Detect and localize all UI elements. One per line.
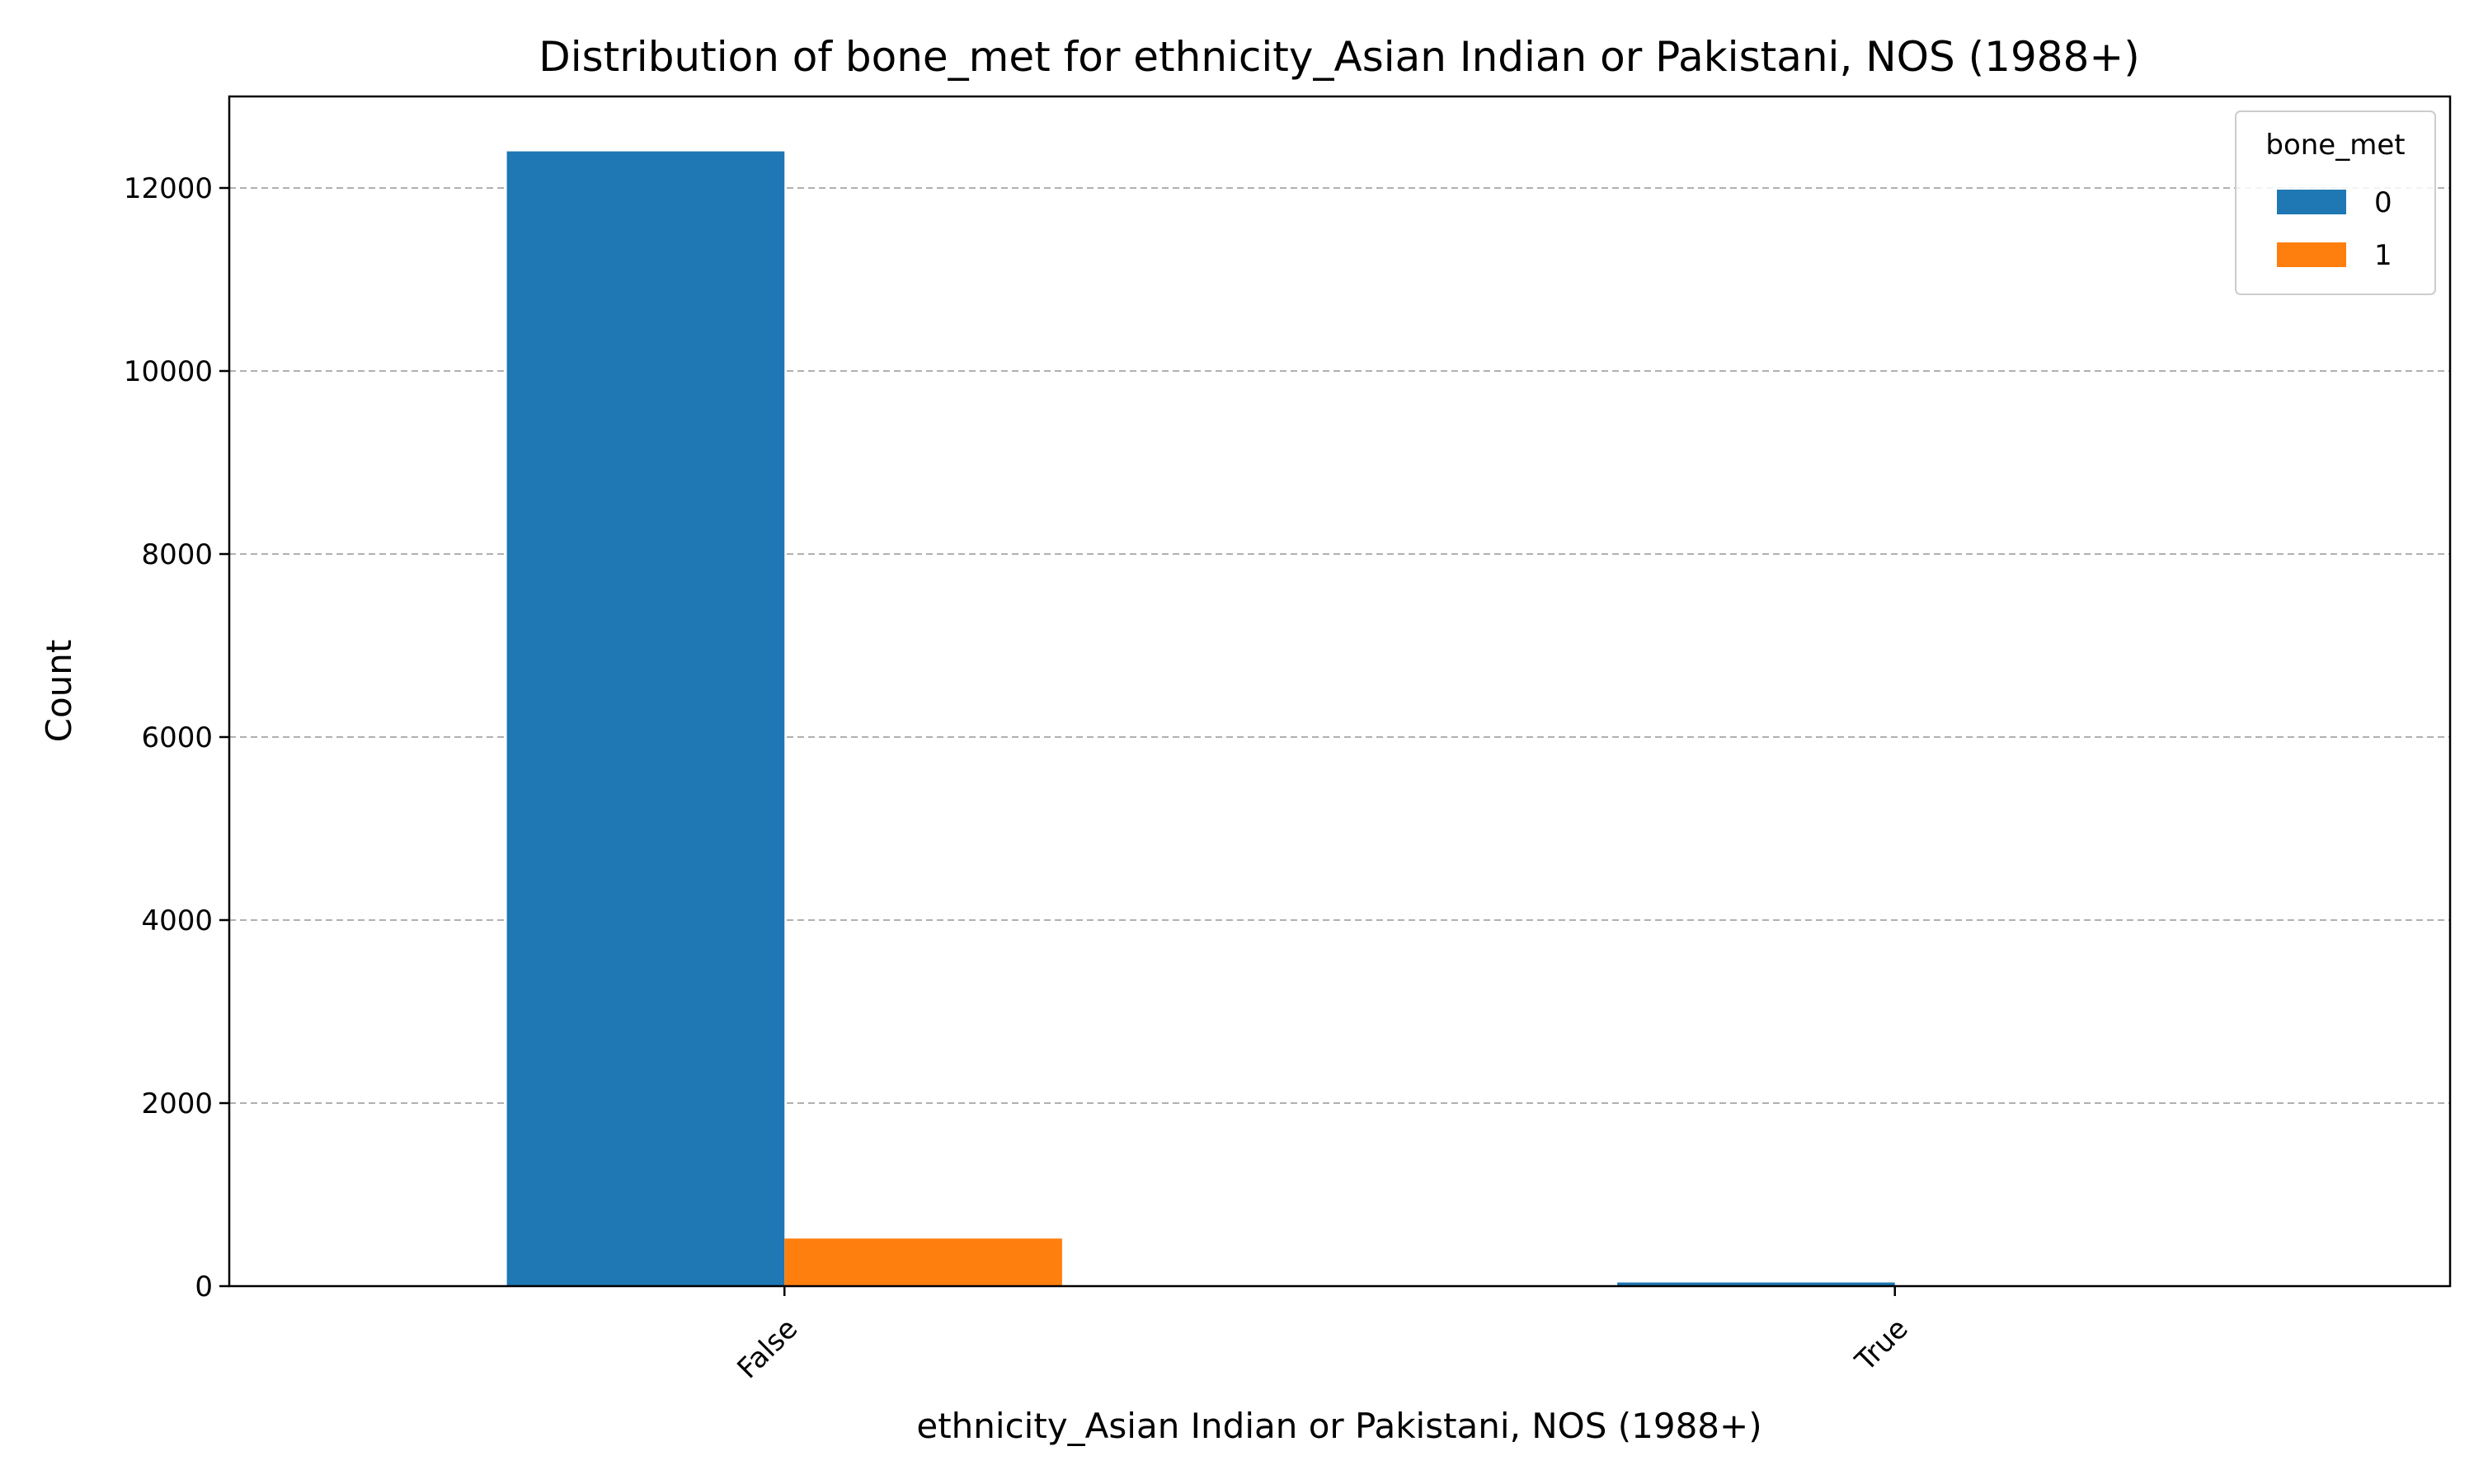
- plot-frame: [228, 95, 2452, 1288]
- bar-false-series-0: [506, 151, 785, 1287]
- bars: [506, 151, 2173, 1287]
- y-tick-label: 2000: [141, 1087, 213, 1120]
- legend-label-1: 1: [2374, 239, 2392, 272]
- chart-title: Distribution of bone_met for ethnicity_A…: [539, 33, 2140, 81]
- legend: bone_met 0 1: [2235, 110, 2436, 295]
- x-axis: False True: [731, 1286, 1915, 1385]
- x-tick-label: False: [731, 1313, 805, 1386]
- legend-title: bone_met: [2265, 129, 2405, 162]
- x-axis-title: ethnicity_Asian Indian or Pakistani, NOS…: [916, 1406, 1761, 1446]
- y-axis: 0 2000 4000 6000 8000 10000 12000: [124, 172, 229, 1303]
- bar-true-series-0: [1617, 1282, 1895, 1286]
- y-tick-label: 10000: [124, 355, 213, 388]
- y-tick-label: 6000: [141, 721, 213, 754]
- y-tick-label: 12000: [124, 172, 213, 205]
- legend-swatch-0: [2277, 190, 2346, 214]
- y-tick-label: 0: [195, 1270, 213, 1303]
- y-tick-label: 8000: [141, 538, 213, 571]
- x-tick-label: True: [1849, 1313, 1915, 1378]
- legend-label-0: 0: [2374, 186, 2392, 219]
- legend-swatch-1: [2277, 242, 2346, 267]
- y-tick-label: 4000: [141, 904, 213, 937]
- y-axis-title: Count: [39, 640, 79, 743]
- bar-false-series-1: [784, 1238, 1062, 1286]
